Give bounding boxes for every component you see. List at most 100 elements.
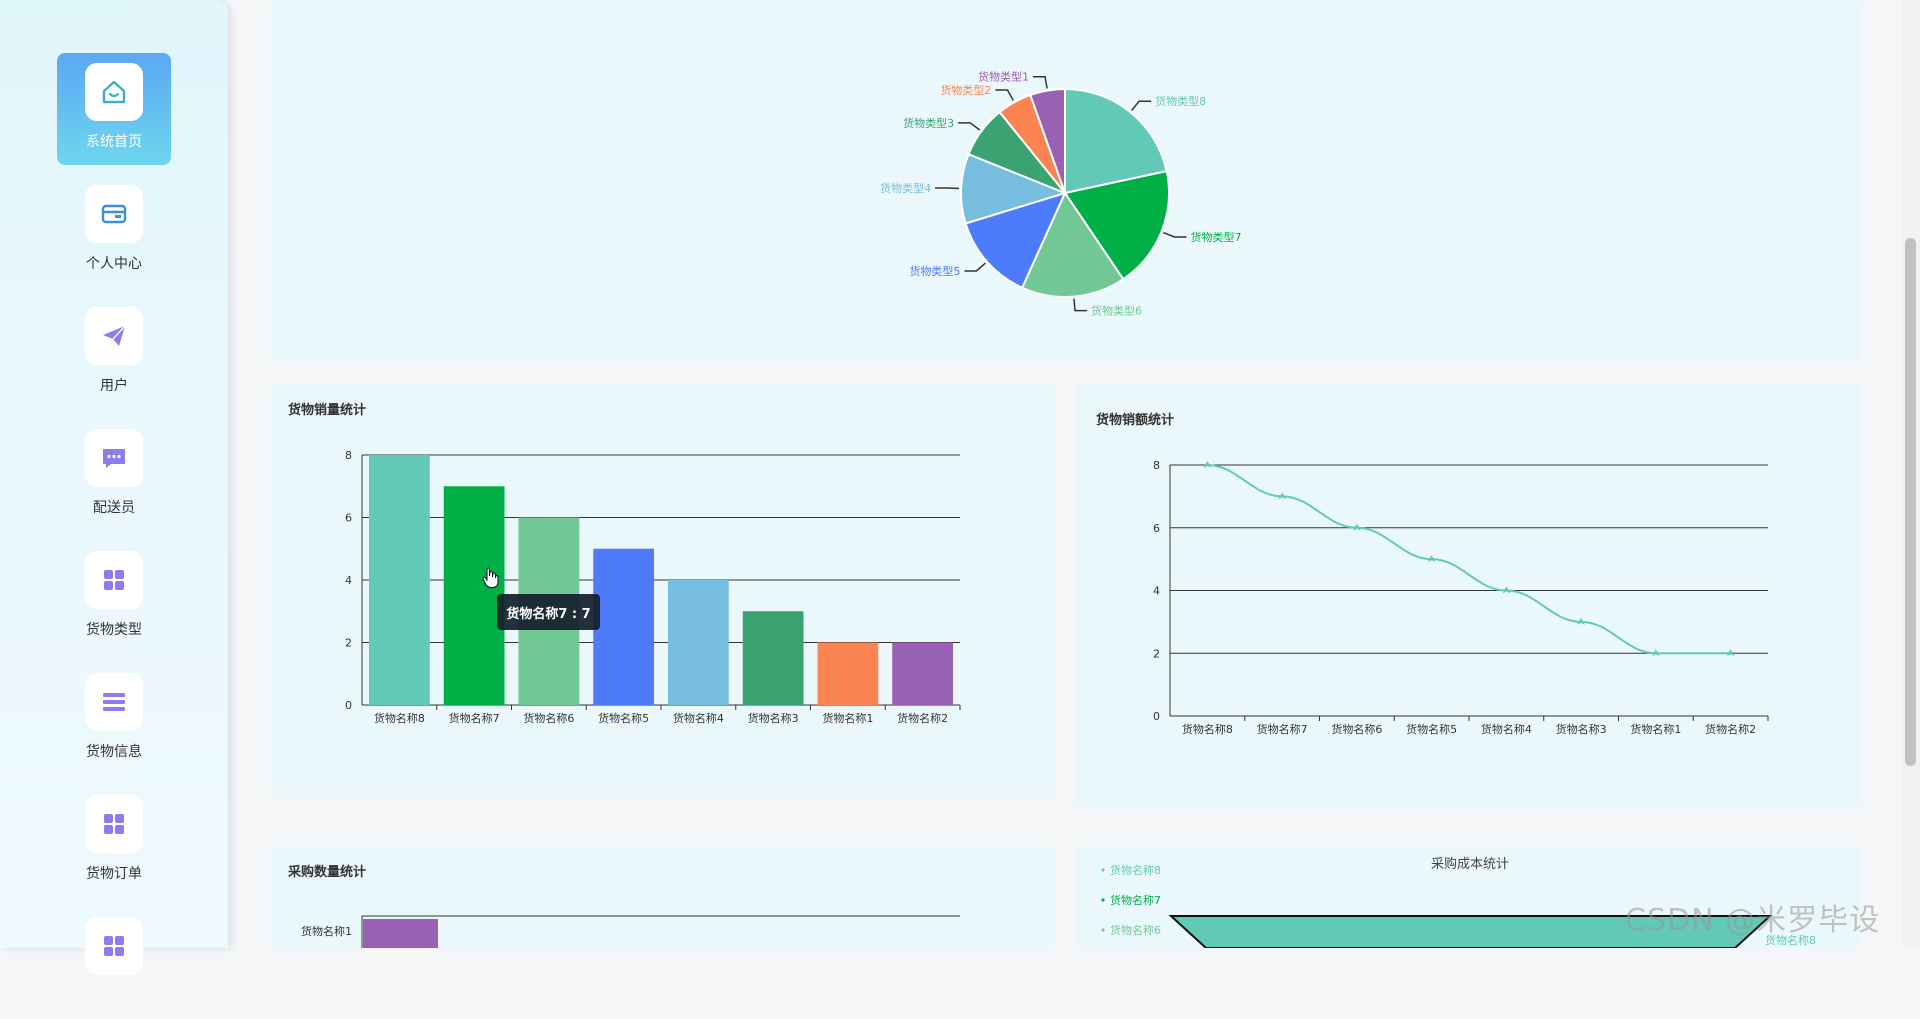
pie-label: 货物类型8 xyxy=(1155,94,1206,108)
x-tick-label: 货物名称6 xyxy=(1331,722,1382,736)
line-point[interactable] xyxy=(1203,461,1212,468)
pie-label: 货物类型5 xyxy=(909,264,960,278)
line-point[interactable] xyxy=(1427,555,1436,563)
line-point[interactable] xyxy=(1352,523,1361,531)
y-tick-label: 2 xyxy=(1153,647,1160,660)
sidebar-item-more[interactable] xyxy=(57,907,171,1019)
x-tick-label: 货物名称2 xyxy=(1705,722,1756,736)
sales-count-panel: 货物销量统计 0 2 4 6 8 货物名称8 货物名称7 货物名称6 货物名称5 货物名称4 货物名… xyxy=(270,383,1055,798)
y-tick-label: 6 xyxy=(1153,522,1160,535)
legend-item[interactable]: 货物名称7 xyxy=(1110,893,1161,907)
legend-dot xyxy=(1101,928,1105,932)
sidebar-item-label: 货物信息 xyxy=(86,744,142,760)
pie-chart-panel: 货物类型8 货物类型7 货物类型6 货物类型5 货物类型4 货物类型3 货物类型2 货物类型1 xyxy=(270,0,1860,362)
sidebar-item-personal-center[interactable]: 个人中心 xyxy=(57,175,171,287)
legend-item[interactable]: 货物名称6 xyxy=(1110,923,1161,937)
sidebar-item-label: 货物类型 xyxy=(86,622,142,638)
grid-icon xyxy=(85,917,143,975)
list-icon xyxy=(85,673,143,731)
pie-label-line xyxy=(958,122,981,131)
pie-slice[interactable] xyxy=(1063,169,1170,281)
bar[interactable] xyxy=(742,611,804,705)
purchase-count-chart: 货物名称1 xyxy=(301,915,960,948)
pie-label-line xyxy=(1073,298,1088,312)
pie-label-line xyxy=(995,89,1014,101)
y-tick-label: 货物名称1 xyxy=(301,924,352,938)
x-tick-label: 货物名称4 xyxy=(673,711,724,725)
pie-slice[interactable] xyxy=(1064,87,1168,195)
x-tick-label: 货物名称2 xyxy=(897,711,948,725)
sidebar-item-home[interactable]: 系统首页 xyxy=(57,53,171,165)
legend-dot xyxy=(1101,868,1105,872)
home-icon xyxy=(85,63,143,121)
bar[interactable] xyxy=(369,455,430,705)
pie-label-line xyxy=(1163,231,1187,238)
watermark: CSDN @米罗毕设 xyxy=(1625,903,1881,938)
sales-count-chart: 0 2 4 6 8 货物名称8 货物名称7 货物名称6 货物名称5 货物名称4 货物名称3 货物名称1… xyxy=(345,449,961,725)
sidebar-item-label: 个人中心 xyxy=(86,256,142,272)
bar[interactable] xyxy=(892,642,953,706)
pie-label: 货物类型4 xyxy=(880,181,931,195)
purchase-cost-panel: 采购成本统计 货物名称8 货物名称7 货物名称6 货物名称8 xyxy=(1075,846,1860,949)
x-tick-label: 货物名称8 xyxy=(1182,722,1233,736)
sidebar: 系统首页 个人中心 用户 配 xyxy=(0,0,228,975)
line-point[interactable] xyxy=(1726,649,1735,657)
pie-slice[interactable] xyxy=(1029,87,1066,194)
sidebar-item-goods-info[interactable]: 货物信息 xyxy=(57,663,171,775)
chart-tooltip: 货物名称7 : 7 xyxy=(497,594,600,630)
x-tick-label: 货物名称3 xyxy=(1556,722,1607,736)
funnel-label: 货物名称8 xyxy=(1765,933,1816,947)
purchase-count-title: 采购数量统计 xyxy=(288,865,367,880)
pie-label-line xyxy=(964,262,986,272)
sidebar-item-delivery[interactable]: 配送员 xyxy=(57,419,171,531)
chat-icon xyxy=(85,429,143,487)
pie-slice[interactable] xyxy=(960,152,1068,225)
x-tick-label: 货物名称4 xyxy=(1481,722,1532,736)
bar[interactable] xyxy=(817,642,879,706)
pie-slice[interactable] xyxy=(1020,190,1125,298)
line-point[interactable] xyxy=(1502,586,1511,594)
scrollbar-thumb[interactable] xyxy=(1905,238,1916,766)
x-tick-label: 货物名称3 xyxy=(748,711,799,725)
y-tick-label: 4 xyxy=(345,574,352,587)
purchase-count-panel: 采购数量统计 货物名称1 xyxy=(270,846,1055,948)
y-tick-label: 8 xyxy=(345,449,352,462)
pie-label: 货物类型1 xyxy=(978,70,1029,84)
pie-label: 货物类型6 xyxy=(1091,304,1142,318)
y-tick-label: 8 xyxy=(1153,459,1160,472)
hand-cursor-icon xyxy=(482,567,499,588)
bar[interactable] xyxy=(668,580,729,705)
sidebar-item-goods-type[interactable]: 货物类型 xyxy=(57,541,171,653)
sales-count-title: 货物销量统计 xyxy=(288,403,367,418)
sidebar-item-label: 用户 xyxy=(100,378,128,394)
pie-label: 货物类型2 xyxy=(940,83,991,97)
y-tick-label: 0 xyxy=(1153,710,1160,723)
line-series xyxy=(1207,464,1731,655)
sidebar-item-label: 配送员 xyxy=(93,500,135,516)
sidebar-item-label: 系统首页 xyxy=(86,134,142,150)
purchase-cost-chart: 采购成本统计 货物名称8 货物名称7 货物名称6 货物名称8 xyxy=(1101,856,1816,949)
line-point[interactable] xyxy=(1278,492,1287,500)
x-tick-label: 货物名称6 xyxy=(523,711,574,725)
bar-goods-name-1 xyxy=(363,919,438,948)
pie-label-line xyxy=(1131,100,1152,111)
x-tick-label: 货物名称7 xyxy=(1257,722,1308,736)
sidebar-item-goods-order[interactable]: 货物订单 xyxy=(57,785,171,897)
y-tick-label: 0 xyxy=(345,699,352,712)
bar[interactable] xyxy=(443,486,505,705)
line-point[interactable] xyxy=(1651,649,1660,657)
x-tick-label: 货物名称7 xyxy=(449,711,500,725)
x-tick-label: 货物名称1 xyxy=(822,711,873,725)
x-tick-label: 货物名称8 xyxy=(374,711,425,725)
purchase-cost-title: 采购成本统计 xyxy=(1431,856,1509,872)
legend-dot xyxy=(1101,898,1105,902)
sidebar-item-users[interactable]: 用户 xyxy=(57,297,171,409)
y-tick-label: 2 xyxy=(345,637,352,650)
y-tick-label: 6 xyxy=(345,512,352,525)
bar[interactable] xyxy=(593,548,654,705)
line-point[interactable] xyxy=(1577,617,1586,625)
legend-item[interactable]: 货物名称8 xyxy=(1110,863,1161,877)
sales-amount-title: 货物销额统计 xyxy=(1096,413,1175,428)
sales-amount-panel: 货物销额统计 0 2 4 6 8 货物名称8 货物名称7 货物名称6 货物名称5 货物名称4 货物名… xyxy=(1075,383,1860,808)
